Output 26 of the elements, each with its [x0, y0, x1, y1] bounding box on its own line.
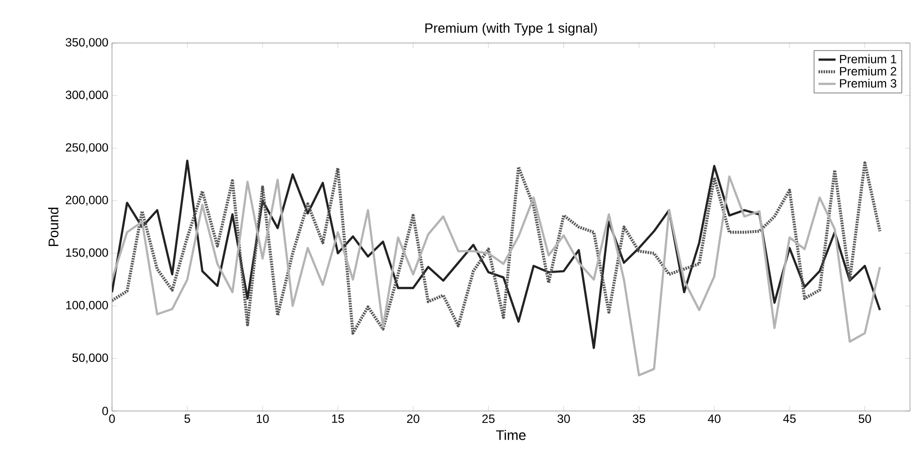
- line-series: [112, 175, 881, 376]
- legend-label: Premium 3: [840, 78, 896, 88]
- chart-title: Premium (with Type 1 signal): [425, 22, 597, 36]
- x-tick-label: 45: [783, 414, 796, 423]
- x-tick-label: 40: [708, 414, 720, 423]
- x-tick-label: 15: [332, 414, 344, 423]
- y-tick-label: 300,000: [66, 90, 108, 101]
- x-tick-label: 25: [482, 414, 495, 423]
- x-tick-label: 50: [858, 414, 872, 423]
- y-tick-label: 200,000: [66, 196, 108, 206]
- legend-label: Premium 2: [840, 66, 896, 76]
- y-tick-label: 50,000: [72, 353, 108, 364]
- y-tick-label: 100,000: [66, 300, 108, 311]
- x-tick-label: 5: [184, 414, 190, 423]
- y-tick-label: 150,000: [66, 248, 108, 258]
- y-tick-label: 0: [102, 406, 108, 416]
- legend-label: Premium 1: [840, 54, 896, 64]
- x-axis-title: Time: [496, 430, 526, 440]
- x-tick-label: 35: [632, 414, 646, 423]
- x-tick-label: 0: [109, 414, 115, 423]
- y-tick-label: 250,000: [66, 143, 108, 154]
- x-tick-label: 10: [256, 414, 269, 423]
- x-tick-label: 30: [558, 414, 570, 423]
- y-axis-title: Pound: [48, 208, 58, 246]
- x-tick-label: 20: [407, 414, 420, 423]
- y-tick-label: 350,000: [66, 38, 108, 48]
